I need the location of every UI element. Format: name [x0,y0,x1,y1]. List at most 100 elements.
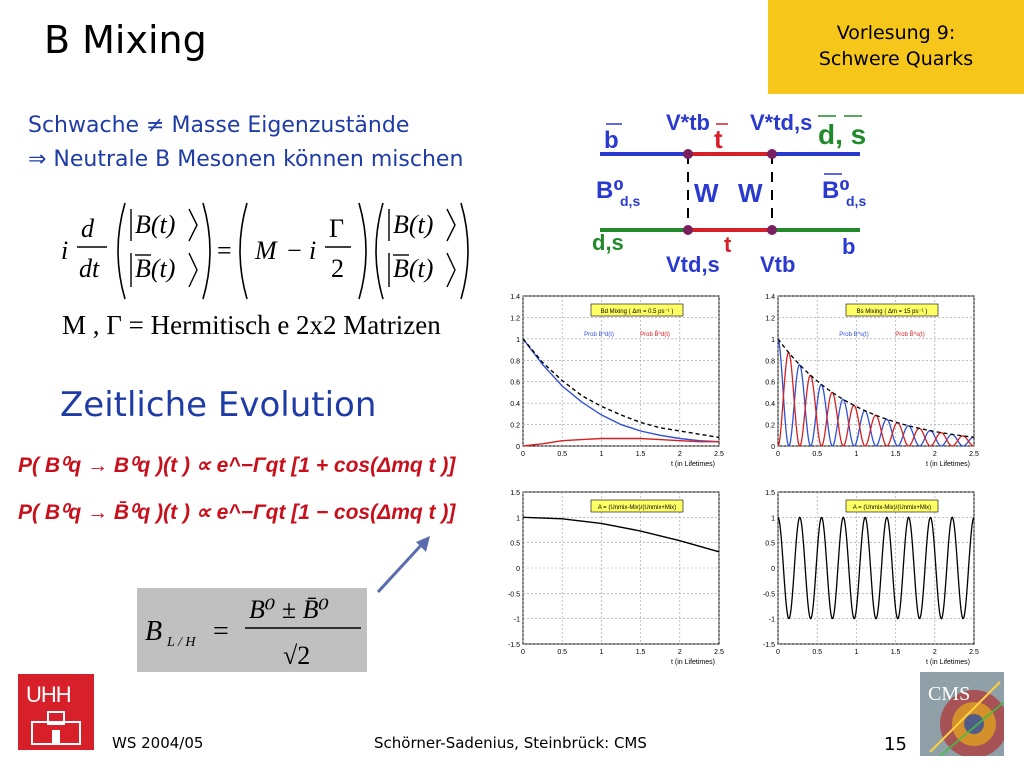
xtick-tl: 2 [678,451,682,458]
xtick-tr: 1 [854,451,858,458]
bl-lhs: B [145,616,162,647]
xtick-bl: 0 [521,649,525,656]
ytick-br: 0.5 [765,541,775,548]
cms-logo: CMS [920,672,1004,756]
ytick-bl: 1 [516,515,520,522]
eq-i: i [61,236,68,265]
legend-box-tl [590,303,684,317]
ytick-tl: 1 [516,337,520,344]
eq-i2: i [309,236,316,265]
probability-unmixed: P( B⁰q → B⁰q )(t ) ∝ e^−Γqt [1 + cos(Δmq… [18,454,456,477]
curve-bl-asymmetry [522,516,720,553]
curve-tl-1 [522,437,719,447]
quark-t-bar: t [714,124,723,154]
ytick-tr: 0.4 [765,401,775,408]
xtick-tl: 2.5 [714,451,724,458]
eq-gamma: Γ [329,214,344,243]
ytick-tr: 0.8 [765,358,775,365]
xlabel-tl: t (in Lifetimes) [671,461,715,468]
xtick-bl: 0.5 [557,649,567,656]
probability-mixed: P( B⁰q → B̄⁰q )(t ) ∝ e^−Γqt [1 − cos(Δm… [18,501,456,524]
xlabel-tr: t (in Lifetimes) [926,461,970,468]
legend-title-tl: Bd Mixing ( Δm = 0.5 ps⁻¹ ) [601,309,674,315]
xtick-bl: 2.5 [714,649,724,656]
xlabel-br: t (in Lifetimes) [926,659,970,666]
lecture-number: Vorlesung 9: [836,22,956,44]
ytick-bl: -0.5 [508,591,520,598]
ytick-bl: 0.5 [510,541,520,548]
ytick-tr: 1 [771,337,775,344]
w-boson-right: W [738,178,763,208]
xtick-bl: 1.5 [636,649,646,656]
legend-b0-tr: Prob B⁰s(t) [839,331,868,338]
meson-b0-sub: d,s [620,193,640,209]
lecture-topic: Schwere Quarks [818,48,974,70]
xtick-tr: 2.5 [969,451,979,458]
xtick-br: 1 [854,649,858,656]
eq-minus: − [287,236,302,265]
ytick-tl: 0.2 [510,423,520,430]
mass-eigenstate-formula: B L / H = B⁰ ± B̄⁰ √2 [145,595,361,670]
xtick-tl: 1.5 [636,451,646,458]
ytick-bl: -1 [514,617,520,624]
xtick-tr: 1.5 [891,451,901,458]
eq-bbar-t: B(t) [135,254,175,283]
uhh-logo-text: UHH [26,682,72,707]
legend-box-bl [590,499,684,513]
ytick-br: 1 [771,515,775,522]
legend-title-tr: Bs Mixing ( Δm = 15 ps⁻¹ ) [857,309,928,315]
ytick-tl: 0.8 [510,358,520,365]
eq-equals: = [217,236,232,265]
castle-icon [31,711,81,745]
xtick-bl: 2 [678,649,682,656]
eq-two: 2 [331,254,344,283]
ytick-br: 1.5 [765,490,775,497]
footer-page-number: 15 [884,734,907,755]
ytick-tr: 0.2 [765,423,775,430]
ytick-tr: 0 [771,444,775,451]
ytick-tl: 0.6 [510,380,520,387]
cms-detector-icon: CMS [928,681,1004,756]
quark-ds: d,s [592,230,624,255]
ytick-br: 0 [771,566,775,573]
ytick-tr: 0.6 [765,380,775,387]
xtick-tl: 1 [599,451,603,458]
intro-line-1: Schwache ≠ Masse Eigenzustände [28,113,410,138]
quark-b-bar: b [604,127,619,154]
xtick-tl: 0 [521,451,525,458]
pointer-arrow [376,536,430,594]
eq-m: M [254,236,278,265]
legend-b0-tl: Prob B⁰d(t) [584,331,614,338]
xtick-br: 0.5 [812,649,822,656]
hermitian-statement: M , Γ = Hermitisch e 2x2 Matrizen [62,310,441,340]
feynman-box-diagram: V*tb V*td,s b t d, s B⁰ d,s W W B⁰ d,s d… [592,110,866,277]
eq-bbar-t-2: B(t) [393,254,433,283]
intro-line-2: ⇒ Neutrale B Mesonen können mischen [28,147,464,172]
bl-sub: L / H [166,635,196,650]
eq-dt: dt [79,254,100,283]
curve-tr-envelope [777,338,975,438]
footer-semester: WS 2004/05 [112,734,204,752]
xtick-tr: 0 [776,451,780,458]
eq-b-t-2: B(t) [393,210,433,239]
curve-br-asymmetry [777,516,975,620]
meson-bbar0-sub: d,s [846,193,866,209]
curve-tl-0 [522,338,720,443]
ytick-br: -1 [769,617,775,624]
vertex-vtds: Vtd,s [666,252,720,277]
bl-equals: = [213,616,229,647]
w-boson-left: W [694,178,719,208]
xtick-tr: 2 [933,451,937,458]
eq-d: d [81,214,95,243]
eq-b-t: B(t) [135,210,175,239]
quark-t: t [724,232,732,257]
ytick-tl: 1.4 [510,294,520,301]
cms-logo-text: CMS [928,683,970,705]
vertex-vtb: Vtb [760,252,795,277]
uhh-logo: UHH [18,674,94,750]
ytick-br: -0.5 [763,591,775,598]
vertex-vtds-star: V*td,s [750,110,812,135]
lecture-label-box: Vorlesung 9: Schwere Quarks [768,0,1024,94]
meson-bbar0: B⁰ [822,177,850,204]
xtick-br: 2 [933,649,937,656]
